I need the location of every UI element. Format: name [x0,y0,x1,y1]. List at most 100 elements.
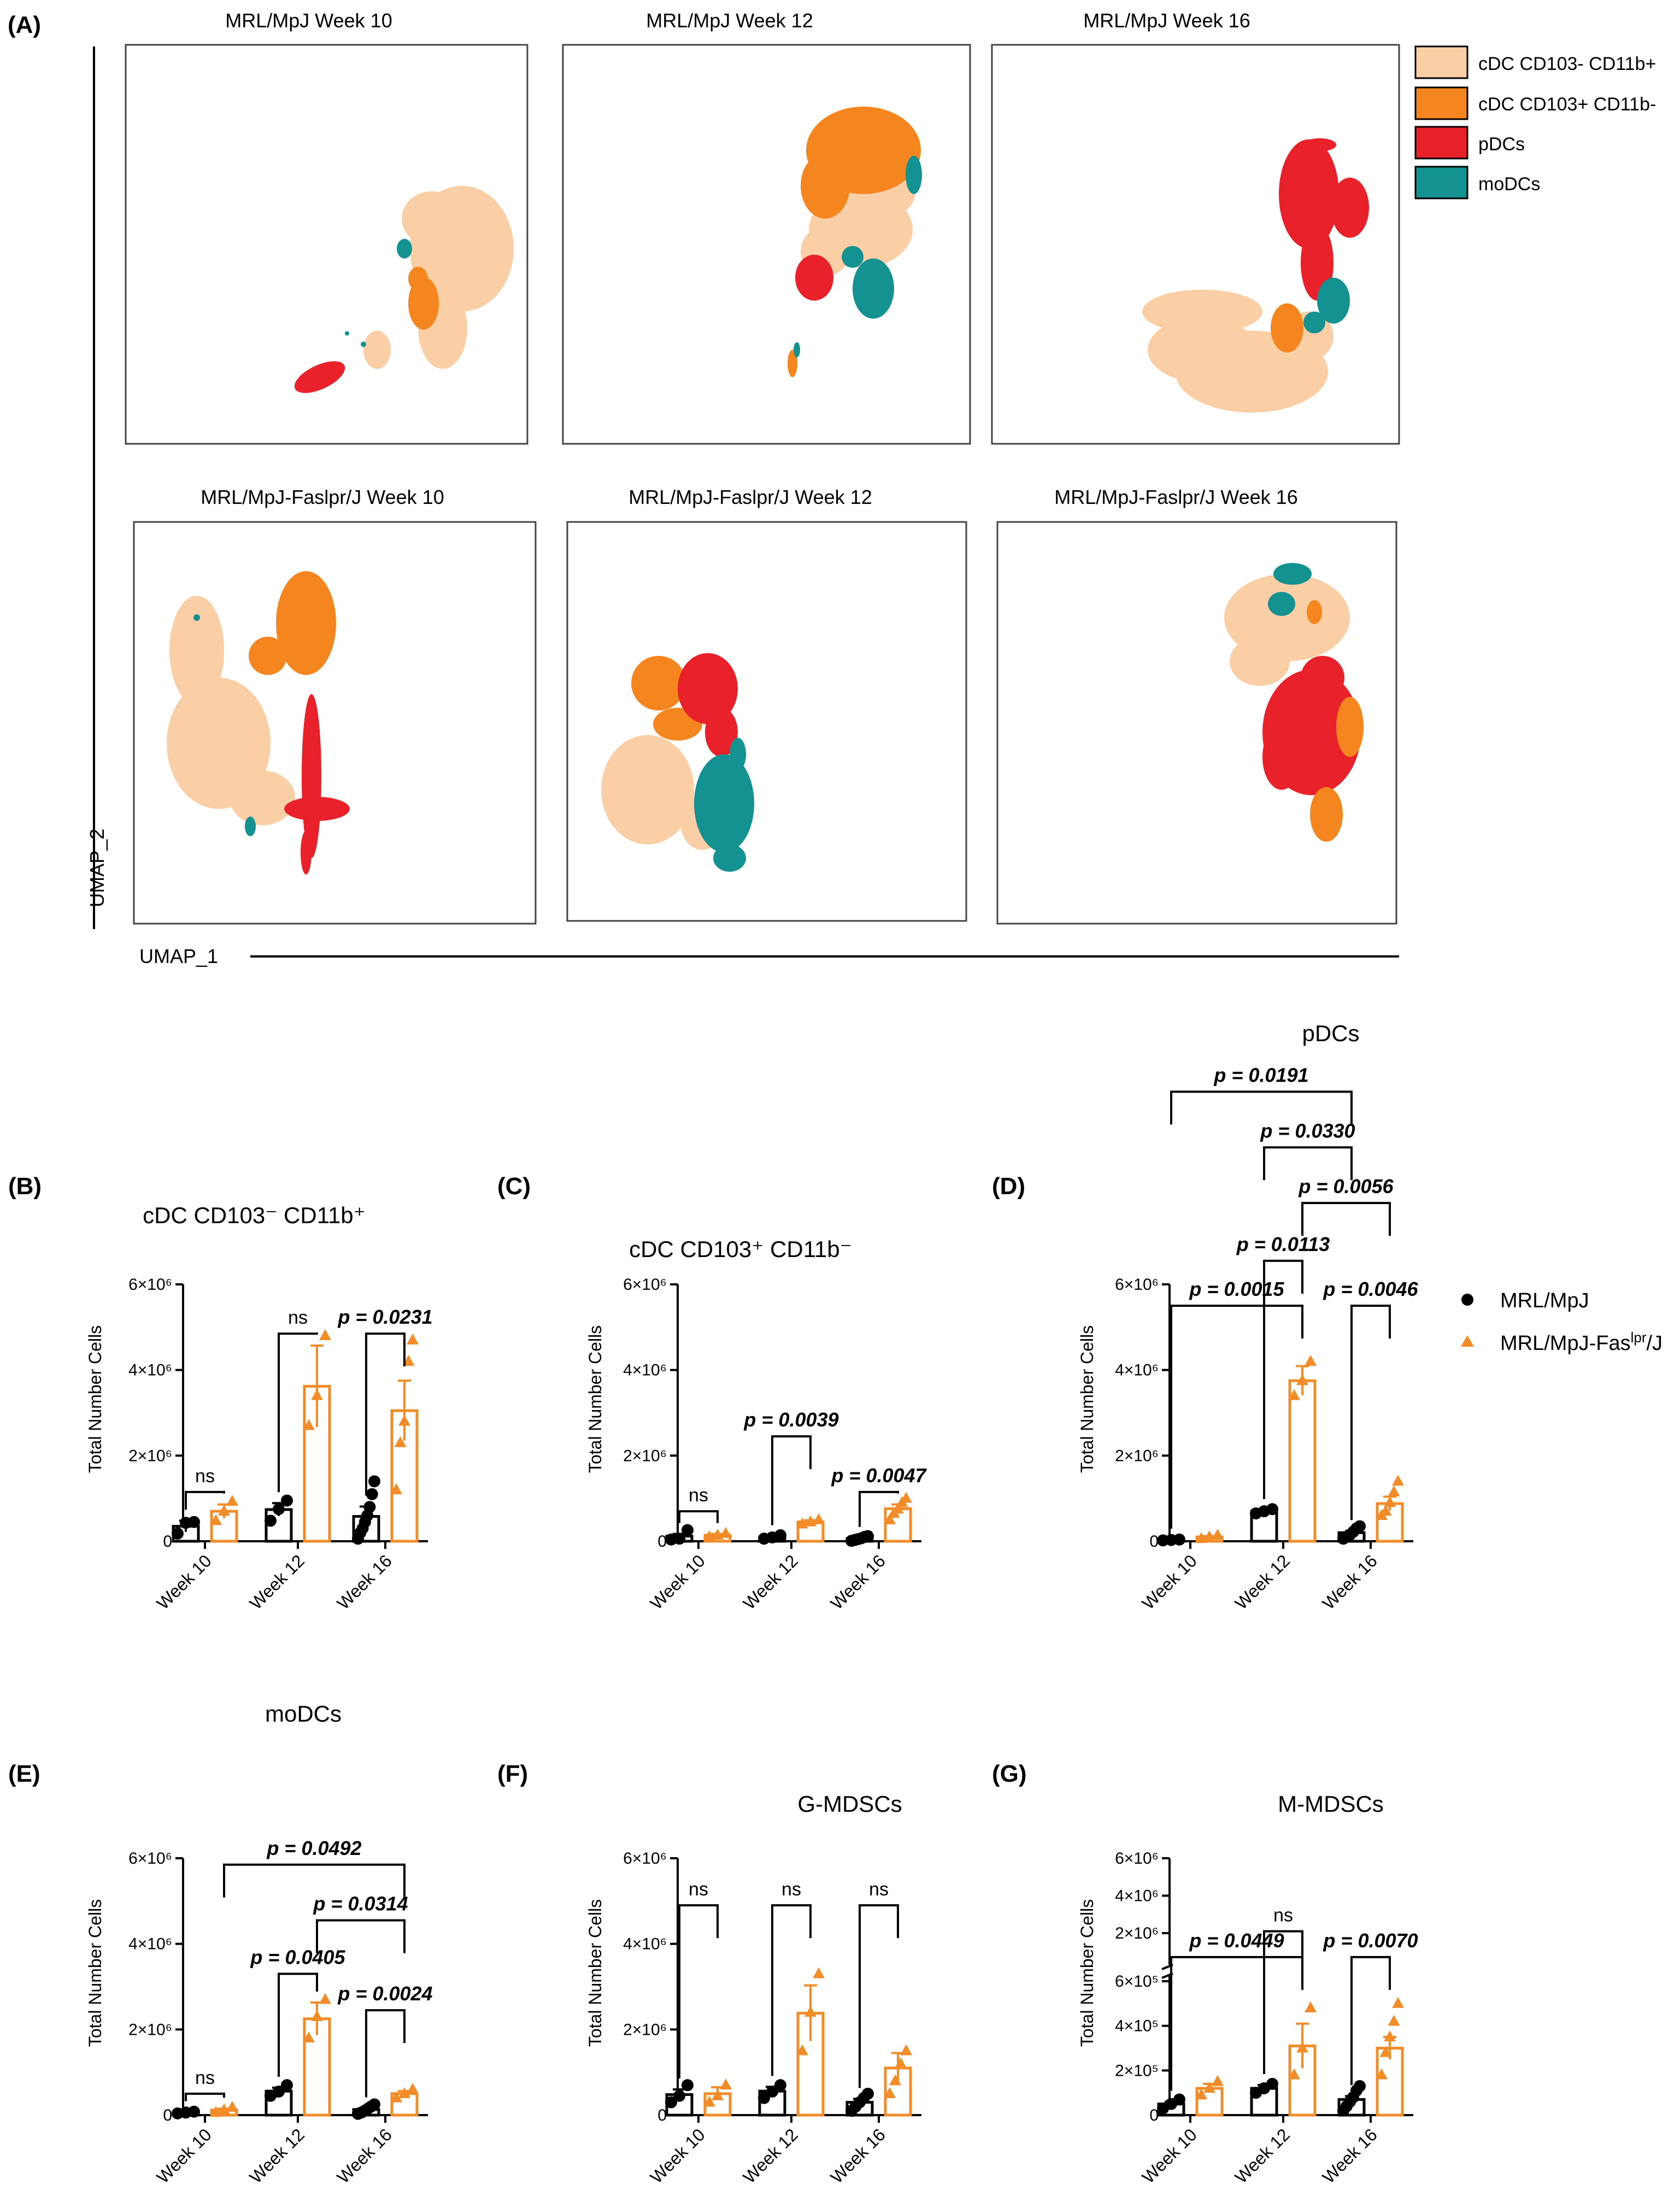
data-point [1296,1374,1308,1385]
umap-title: MRL/MpJ-Faslpr/J Week 12 [628,486,872,508]
significance-label: p = 0.0191 [1213,1064,1308,1087]
umap-cluster-modc [1268,563,1312,616]
panel-label: (E) [8,1760,40,1787]
legend-label-lpr-suffix: /J [1646,1332,1663,1355]
group-legend: MRL/MpJ MRL/MpJ-Faslpr/J [1461,1289,1663,1355]
significance-label: p = 0.0449 [1189,1929,1284,1952]
bar-panel-e: (E) moDCs Total Number Cells 0 2×10⁶ 4×10⁶ 6×1… [8,1701,433,2187]
data-point [311,1389,323,1400]
y-tick-label: 6×10⁶ [128,1276,172,1294]
data-point [703,2095,715,2107]
umap-lpr-week12: MRL/MpJ-Faslpr/J Week 12 [566,486,967,922]
data-point [900,1492,912,1503]
data-point [188,2105,200,2118]
data-point [218,1505,230,1516]
y-tick-label: 0 [163,2106,172,2124]
data-point [172,1527,184,1540]
umap-cluster-modc [794,156,922,357]
umap-cluster-modc [1303,278,1350,333]
significance-label: p = 0.0492 [266,1837,361,1859]
data-point [319,1993,331,2004]
x-tick-label: Week 12 [1231,2124,1294,2187]
significance-label: ns [195,2068,215,2088]
data-point [1384,1496,1396,1507]
significance-bracket [365,2009,406,2098]
data-point [368,2098,380,2111]
bar-panels: (B) cDC CD103⁻ CD11b⁺ Total Number Cells 0 2… [8,1020,1419,2187]
data-point [813,1967,825,1978]
y-tick-label: 2×10⁶ [1115,1447,1159,1465]
umap-title: MRL/MpJ Week 10 [225,9,392,32]
y-tick-label: 4×10⁶ [1115,1361,1159,1379]
significance-label: p = 0.0231 [337,1306,432,1328]
data-point [774,1529,786,1542]
data-point [281,1494,293,1507]
data-point [273,2085,285,2098]
umap-cluster-cdc-pos [249,571,336,675]
significance-label: ns [195,1466,215,1487]
data-point [390,1483,402,1494]
legend-marker-mrl [1461,1294,1473,1306]
panel-a-label: (A) [8,11,41,38]
umap-legend: cDC CD103- CD11b+ cDC CD103+ CD11b- pDCs… [1414,45,1656,199]
data-point [407,2083,419,2094]
data-point [774,2079,786,2092]
significance-label: p = 0.0070 [1323,1929,1418,1952]
umap-cluster-pdc [294,361,345,394]
data-point [1305,2001,1317,2012]
significance-label: p = 0.0405 [250,1946,345,1969]
significance-bracket [1170,1956,1303,2091]
data-point [1288,1389,1300,1400]
data-point [303,1419,315,1430]
data-point [1384,2030,1396,2042]
significance-bracket [1170,1090,1353,1125]
significance-label: p = 0.0314 [313,1893,408,1915]
data-point [394,1436,407,1447]
panel-label: (F) [497,1760,528,1787]
umap-cluster-pdc [1279,138,1369,301]
significance-bracket [1263,1930,1303,2074]
y-tick-label: 2×10⁶ [128,2021,172,2039]
y-tick-label: 0 [657,1532,667,1551]
chart-title: pDCs [1302,1020,1359,1046]
x-tick-label: Week 10 [1138,2124,1201,2187]
bar-panel-c: (C) cDC CD103⁺ CD11b⁻ Total Number Cells 0 2… [497,1173,927,1613]
data-point [368,1475,380,1488]
significance-bracket [678,1510,719,1523]
y-axis-label: Total Number Cells [85,1325,105,1473]
panel-a-umap: (A) UMAP_2 UMAP_1 MRL/MpJ Week 10 [8,9,1656,967]
umap-cluster-cdc-pos [408,267,439,330]
significance-bracket [1263,1259,1303,1499]
significance-label: ns [782,1879,801,1900]
y-tick-label: 4×10⁶ [128,1361,172,1379]
data-point [682,1524,694,1536]
chart-title: M-MDSCs [1278,1791,1384,1817]
x-tick-label: Week 16 [333,2124,396,2187]
panel-label: (G) [992,1760,1027,1787]
significance-label: ns [689,1485,708,1506]
y-tick-label: 4×10⁶ [1115,1887,1159,1905]
umap-title: MRL/MpJ Week 16 [1083,9,1250,32]
legend-label: pDCs [1478,134,1525,155]
x-tick-label: Week 10 [647,1551,709,1613]
y-tick-label: 6×10⁵ [1115,1972,1159,1991]
data-point [1212,1529,1224,1540]
data-point [766,2085,778,2098]
data-point [1296,2041,1308,2053]
data-point [1392,1997,1404,2008]
x-tick-label: Week 16 [827,1551,889,1613]
data-point [862,1530,874,1542]
umap-lpr-week10: MRL/MpJ-Faslpr/J Week 10 [133,486,537,925]
y-axis-label: Total Number Cells [585,1325,605,1473]
data-point [398,1414,410,1426]
significance-bracket [278,1332,318,1493]
significance-bracket [678,1904,719,2078]
data-point [226,2100,238,2112]
significance-bracket [316,1919,406,1953]
data-point [892,1502,904,1514]
umap-cluster-cdc-neg [1224,574,1350,686]
significance-label: ns [869,1879,889,1900]
data-point [1173,2093,1185,2106]
data-point [804,2006,816,2017]
chart-title: moDCs [265,1701,342,1727]
